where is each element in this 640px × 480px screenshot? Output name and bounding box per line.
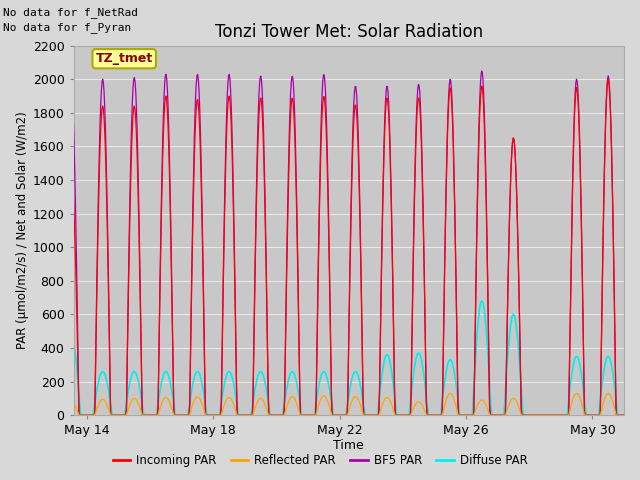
Legend: Incoming PAR, Reflected PAR, BF5 PAR, Diffuse PAR: Incoming PAR, Reflected PAR, BF5 PAR, Di… [108, 449, 532, 472]
Y-axis label: PAR (µmol/m2/s) / Net and Solar (W/m2): PAR (µmol/m2/s) / Net and Solar (W/m2) [15, 111, 29, 349]
Text: No data for f_NetRad: No data for f_NetRad [3, 7, 138, 18]
Text: TZ_tmet: TZ_tmet [95, 52, 153, 65]
X-axis label: Time: Time [333, 439, 364, 452]
Title: Tonzi Tower Met: Solar Radiation: Tonzi Tower Met: Solar Radiation [215, 23, 483, 41]
Text: No data for f_Pyran: No data for f_Pyran [3, 22, 131, 33]
